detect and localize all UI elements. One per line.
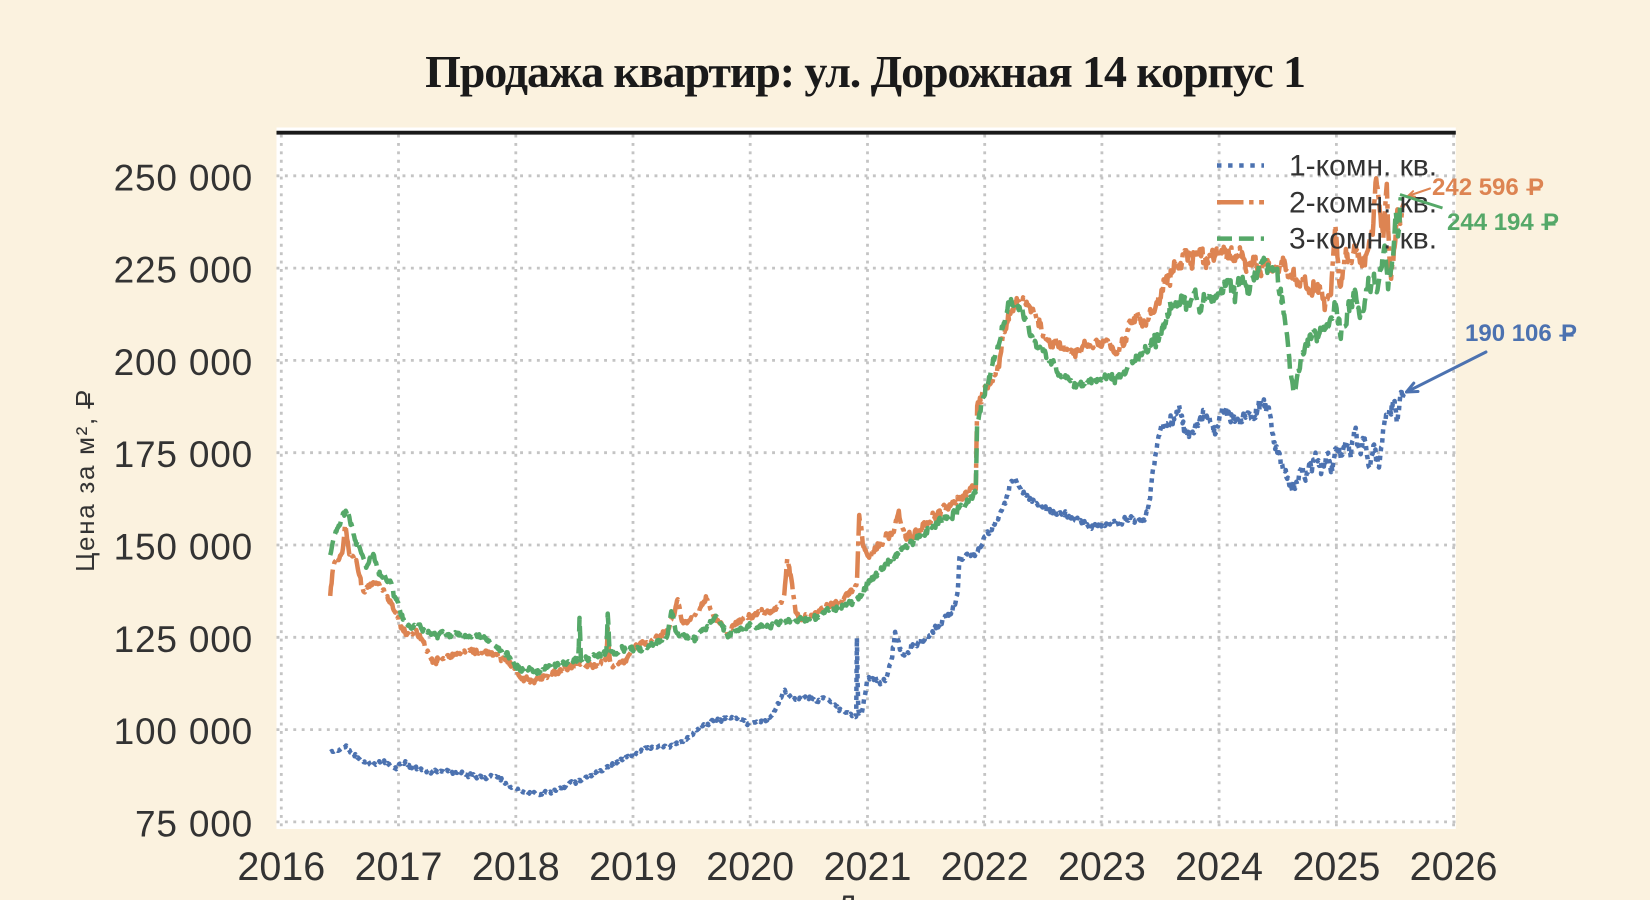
svg-text:75 000: 75 000 [135,803,253,844]
svg-text:175 000: 175 000 [114,434,253,475]
svg-text:Р: Р [1528,174,1544,201]
svg-text:2025: 2025 [1292,845,1380,889]
svg-text:2016: 2016 [237,845,325,889]
svg-text:2017: 2017 [355,845,443,889]
svg-text:250 000: 250 000 [114,157,253,198]
svg-text:Дата: Дата [837,890,904,900]
svg-text:3-комн. кв.: 3-комн. кв. [1289,223,1437,256]
svg-text:125 000: 125 000 [114,619,253,660]
svg-text:200 000: 200 000 [114,342,253,383]
svg-text:Цена за м², Р: Цена за м², Р [70,388,100,572]
svg-text:2024: 2024 [1175,845,1263,889]
svg-text:2019: 2019 [589,845,677,889]
svg-text:2026: 2026 [1410,845,1498,889]
svg-text:Продажа квартир: ул. Дорожная: Продажа квартир: ул. Дорожная 14 корпус … [425,46,1305,97]
svg-text:2023: 2023 [1058,845,1146,889]
svg-text:2020: 2020 [706,845,794,889]
svg-text:100 000: 100 000 [114,711,253,752]
svg-text:1-комн. кв.: 1-комн. кв. [1289,150,1437,183]
svg-text:242 596: 242 596 [1432,174,1519,201]
svg-text:225 000: 225 000 [114,250,253,291]
svg-text:190 106: 190 106 [1465,320,1552,347]
svg-text:150 000: 150 000 [114,527,253,568]
svg-text:2018: 2018 [472,845,560,889]
svg-text:2021: 2021 [824,845,912,889]
svg-text:244 194: 244 194 [1447,209,1534,236]
svg-text:Р: Р [1561,320,1577,347]
svg-text:2022: 2022 [941,845,1029,889]
svg-text:2-комн. кв.: 2-комн. кв. [1289,186,1437,219]
svg-text:Р: Р [1543,209,1559,236]
